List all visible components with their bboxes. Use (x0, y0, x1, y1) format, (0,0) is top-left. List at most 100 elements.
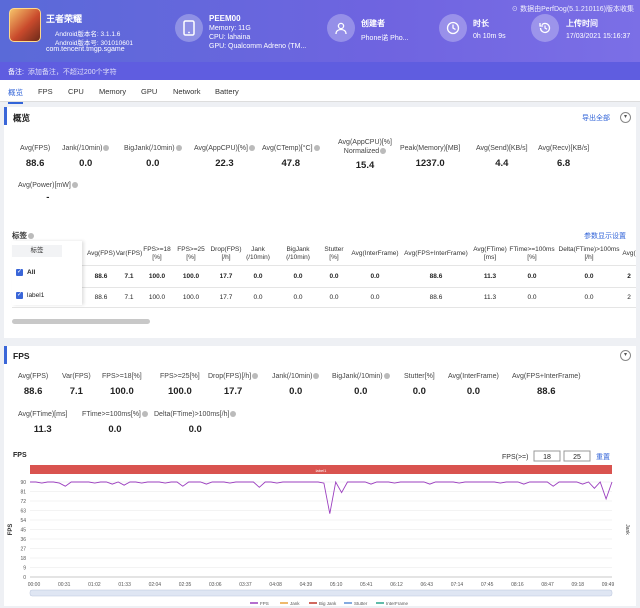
help-icon[interactable] (175, 145, 182, 152)
y-tick-label: 72 (20, 499, 26, 505)
table-cell: 100.0 (182, 273, 200, 280)
table-cell: 0.0 (293, 273, 303, 280)
x-tick-label: 09:18 (572, 582, 585, 588)
column-header: Drop(FPS) [/h] (210, 246, 242, 261)
table-cell: 0.0 (527, 294, 537, 301)
y-tick-label: 9 (23, 566, 26, 572)
tab-fps[interactable]: FPS (38, 87, 53, 96)
table-cell: 2 (627, 294, 631, 301)
clock-icon (439, 14, 467, 42)
metric-label: FTime>=100ms[%] (82, 411, 141, 418)
checkbox-icon[interactable]: ✓ (16, 292, 23, 299)
tab-gpu[interactable]: GPU (141, 87, 158, 96)
table-cell: 11.3 (483, 294, 497, 301)
help-icon[interactable] (380, 148, 387, 155)
metric-label: Drop(FPS)[/h] (208, 373, 252, 380)
y-axis-label: FPS (8, 524, 14, 536)
row-label1[interactable]: ✓ label1 (16, 292, 44, 299)
y-tick-label: 36 (20, 537, 26, 543)
duration-block: 时长 0h 10m 9s (473, 18, 506, 40)
help-icon[interactable] (313, 145, 320, 152)
help-icon[interactable] (313, 373, 320, 380)
help-icon[interactable] (230, 411, 237, 418)
row-label: All (27, 269, 36, 277)
fps-threshold-input-2[interactable] (563, 450, 591, 462)
collect-text: 数据由PerfDog(5.1.210116)版本收集 (520, 6, 634, 13)
help-icon[interactable] (248, 145, 255, 152)
tab-network[interactable]: Network (173, 87, 201, 96)
table-cell: 7.1 (124, 294, 134, 301)
metric-label: Avg(InterFrame) (448, 373, 499, 380)
metric-value: 0.0 (354, 386, 368, 397)
y-tick-label: 18 (20, 556, 26, 562)
help-icon[interactable] (28, 233, 34, 240)
fps-threshold-input-1[interactable] (533, 450, 561, 462)
x-tick-label: 03:37 (239, 582, 252, 588)
column-header: Avg(FPS) (86, 250, 116, 257)
device-gpu: GPU: Qualcomm Adreno (TM... (209, 43, 307, 50)
fps-metric: Jank(/10min) 0.0 (272, 373, 320, 397)
tab-bar: 概览 FPS CPU Memory GPU Network Battery (0, 80, 640, 104)
creator-value: Phone诺 Pho... (361, 35, 409, 42)
param-settings-button[interactable]: 参数显示设置 (584, 233, 626, 240)
user-icon (327, 14, 355, 42)
app-icon (9, 8, 41, 42)
metric-label: Avg(FPS) (18, 373, 49, 380)
frozen-column: 标签 ✓ All ✓ label1 (12, 241, 82, 305)
x-tick-label: 05:41 (360, 582, 373, 588)
tab-battery[interactable]: Battery (215, 87, 239, 96)
tab-overview[interactable]: 概览 (8, 87, 23, 104)
table-cell: 2 (627, 273, 631, 280)
legend-item: FPS (260, 601, 269, 606)
table-cell: 88.6 (94, 294, 108, 301)
fps-metric: FTime>=100ms[%] 0.0 (82, 411, 148, 435)
fps-metric: Stutter[%] 0.0 (404, 373, 435, 397)
table-cell: 17.7 (219, 273, 233, 280)
metric-app-cpu-normalized: Avg(AppCPU)[%] Normalized 15.4 (332, 138, 398, 171)
metric-label: Avg(CTemp)[°C] (262, 145, 313, 152)
metric-app-cpu: Avg(AppCPU)[%] 22.3 (194, 145, 255, 169)
legend-item: Big Jank (319, 601, 337, 606)
right-axis-label: Jank (624, 524, 630, 535)
fps-title: FPS (4, 346, 36, 364)
metric-value: 0.0 (412, 386, 426, 397)
horizontal-scrollbar[interactable] (12, 319, 150, 324)
column-header: Avg(InterFrame) (351, 250, 399, 257)
metric-label: Stutter[%] (404, 373, 435, 380)
labels-title: 标签 (12, 230, 34, 241)
help-icon[interactable] (71, 182, 78, 189)
help-icon[interactable] (141, 411, 148, 418)
checkbox-icon[interactable]: ✓ (16, 269, 23, 276)
column-header: FPS>=18 [%] (143, 246, 171, 261)
legend-item: InterFrame (386, 601, 409, 606)
help-icon[interactable] (103, 145, 110, 152)
chart-title: FPS (13, 452, 27, 459)
x-tick-label: 00:31 (58, 582, 71, 588)
export-all-button[interactable]: 导出全部 (582, 115, 610, 122)
metric-label: Peak(Memory)[MB] (400, 145, 461, 152)
tab-memory[interactable]: Memory (99, 87, 127, 96)
time-range-slider[interactable] (29, 589, 613, 597)
device-cpu: CPU: lahaina (209, 34, 251, 41)
table-cell: 17.7 (219, 294, 233, 301)
help-icon[interactable] (383, 373, 390, 380)
legend-item: Jank (290, 601, 300, 606)
fps-metric: Avg(FTime)[ms] 11.3 (18, 411, 67, 435)
collapse-overview-icon[interactable]: ▾ (620, 112, 631, 123)
reset-button[interactable]: 重置 (596, 453, 610, 461)
tab-cpu[interactable]: CPU (68, 87, 84, 96)
creator-block: 创建者 Phone诺 Pho... (361, 18, 408, 43)
x-tick-label: 00:00 (28, 582, 41, 588)
y-tick-label: 63 (20, 509, 26, 515)
duration-value: 0h 10m 9s (473, 33, 506, 40)
help-icon[interactable] (252, 373, 259, 380)
row-all[interactable]: ✓ All (16, 269, 35, 276)
collapse-fps-icon[interactable]: ▾ (620, 350, 631, 361)
table-cell: 0.0 (253, 273, 263, 280)
table-cell: 88.6 (429, 294, 443, 301)
note-input[interactable]: 添加备注，不超过200个字符 (27, 69, 117, 76)
metric-bigjank: BigJank(/10min) 0.0 (124, 145, 182, 169)
metric-label: Jank(/10min) (272, 373, 313, 380)
upload-value: 17/03/2021 15:16:37 (566, 33, 631, 40)
metric-value: 0.0 (466, 386, 481, 397)
